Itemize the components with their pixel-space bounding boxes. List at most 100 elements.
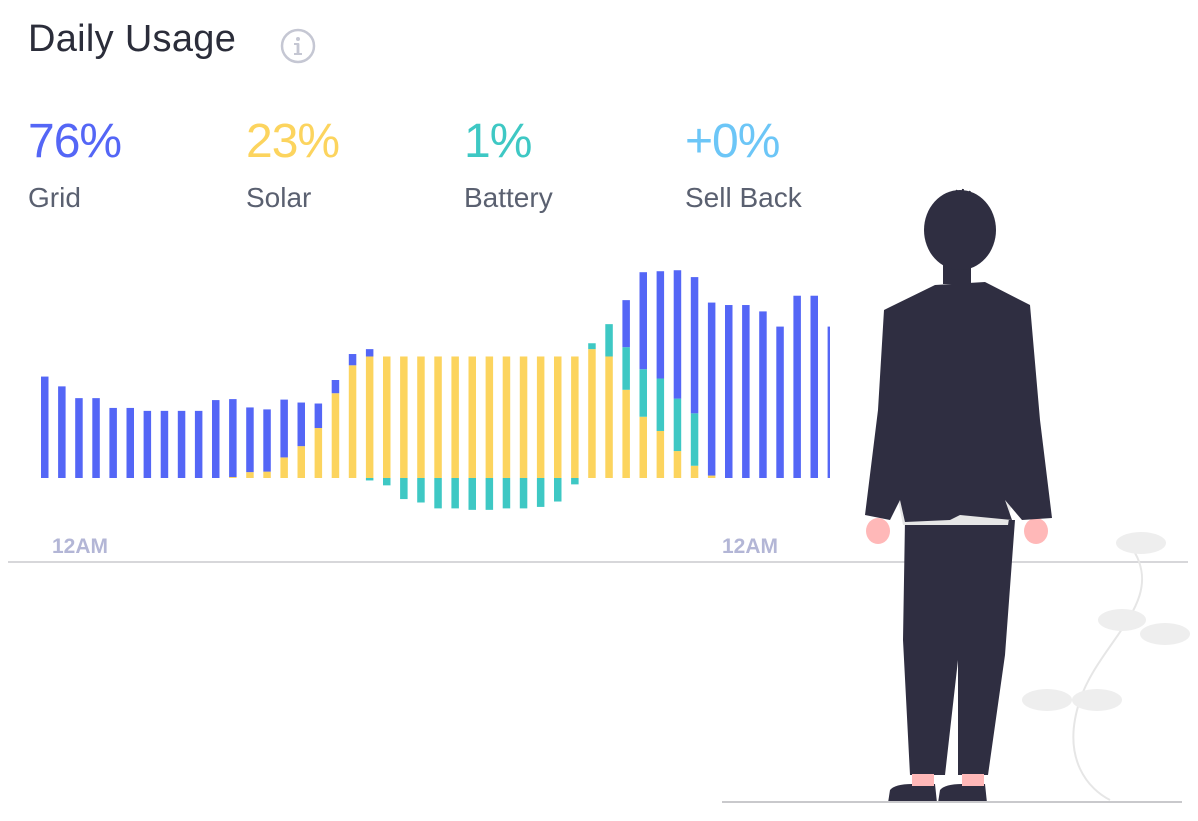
bar-solar (314, 428, 323, 478)
stat-sellback-value: +0% (685, 115, 780, 168)
bar-solar (297, 446, 305, 478)
bar-solar (365, 356, 374, 478)
bar-grid (827, 326, 830, 478)
stat-solar-value: 23% (246, 115, 340, 168)
bar-battery (690, 413, 699, 466)
bar-grid (246, 407, 254, 473)
bar-grid (793, 295, 801, 478)
stat-solar: 23% Solar (246, 112, 340, 214)
stat-sellback: +0% Sell Back (685, 112, 802, 214)
bar-solar (502, 356, 511, 478)
bar-solar (707, 475, 716, 478)
bar-battery (656, 378, 665, 431)
x-tick-start: 12AM (52, 535, 109, 558)
bar-grid (297, 402, 305, 447)
bar-solar (280, 457, 288, 478)
bar-battery (383, 478, 391, 486)
bar-grid (331, 380, 340, 394)
person-figure (865, 188, 1052, 803)
bar-battery (588, 343, 596, 350)
bar-grid (109, 407, 117, 478)
bar-solar (554, 356, 562, 478)
bar-grid (280, 399, 288, 458)
bar-battery (536, 478, 545, 507)
stat-grid-value: 76% (28, 115, 122, 168)
bar-grid (690, 277, 699, 414)
bar-solar (639, 416, 647, 478)
info-icon[interactable] (280, 28, 316, 64)
bar-solar (588, 349, 596, 478)
bar-battery (451, 478, 459, 509)
bar-battery (554, 478, 562, 502)
bar-grid (622, 300, 630, 348)
bar-battery (519, 478, 528, 509)
bar-battery (571, 478, 579, 485)
bar-grid (639, 272, 647, 370)
bar-grid (212, 400, 220, 478)
bar-grid (656, 271, 665, 379)
bar-solar (417, 356, 425, 478)
stat-battery: 1% Battery (464, 112, 553, 214)
bar-grid (58, 386, 66, 478)
bar-solar (485, 356, 494, 478)
bar-solar (348, 365, 357, 478)
bar-grid (810, 295, 818, 478)
bar-solar (519, 356, 528, 478)
bar-battery (417, 478, 425, 503)
person-illustration (865, 188, 1190, 803)
bar-solar (656, 430, 665, 478)
bar-solar (400, 356, 408, 478)
bar-battery (605, 324, 613, 357)
bar-battery (485, 478, 494, 510)
bar-solar (468, 356, 476, 478)
bar-solar (536, 356, 545, 478)
bar-battery (400, 478, 408, 500)
stat-battery-label: Battery (464, 182, 553, 213)
bar-grid (348, 354, 357, 366)
bar-grid (177, 410, 186, 478)
bar-battery (639, 369, 647, 417)
stat-grid-label: Grid (28, 182, 81, 213)
bar-grid (742, 305, 750, 478)
stat-sellback-label: Sell Back (685, 182, 802, 213)
bar-grid (759, 311, 767, 478)
bar-solar (673, 451, 682, 478)
bar-solar (605, 356, 613, 478)
chart-baseline (8, 561, 1188, 563)
bar-solar (229, 477, 237, 478)
bar-battery (468, 478, 476, 510)
bar-solar (434, 356, 442, 478)
bar-grid (776, 326, 784, 478)
bar-grid (41, 376, 49, 478)
bar-solar (622, 389, 630, 478)
bar-solar (263, 471, 271, 478)
bar-grid (707, 302, 716, 476)
bar-grid (314, 403, 323, 429)
stat-solar-label: Solar (246, 182, 312, 213)
bar-grid (160, 410, 169, 478)
x-tick-end: 12AM (722, 535, 779, 558)
bar-battery (365, 478, 374, 481)
bar-solar (451, 356, 459, 478)
bar-grid (365, 349, 374, 357)
bar-solar (571, 356, 579, 478)
bar-grid (263, 409, 271, 472)
plant-illustration (1022, 532, 1190, 801)
stat-grid: 76% Grid (28, 112, 122, 214)
bar-solar (690, 465, 699, 478)
ground-line (722, 801, 1182, 803)
bar-grid (673, 270, 682, 399)
bar-battery (622, 347, 630, 390)
bar-grid (725, 305, 733, 478)
bar-battery (673, 398, 682, 452)
bar-grid (75, 398, 83, 478)
card-title: Daily Usage (28, 18, 237, 60)
bar-solar (383, 356, 391, 478)
bar-solar (246, 472, 254, 478)
usage-bar-chart (41, 270, 830, 510)
bar-solar (331, 393, 340, 478)
bar-grid (194, 410, 203, 478)
bar-grid (126, 407, 134, 478)
bar-battery (502, 478, 511, 509)
bar-grid (229, 399, 237, 478)
